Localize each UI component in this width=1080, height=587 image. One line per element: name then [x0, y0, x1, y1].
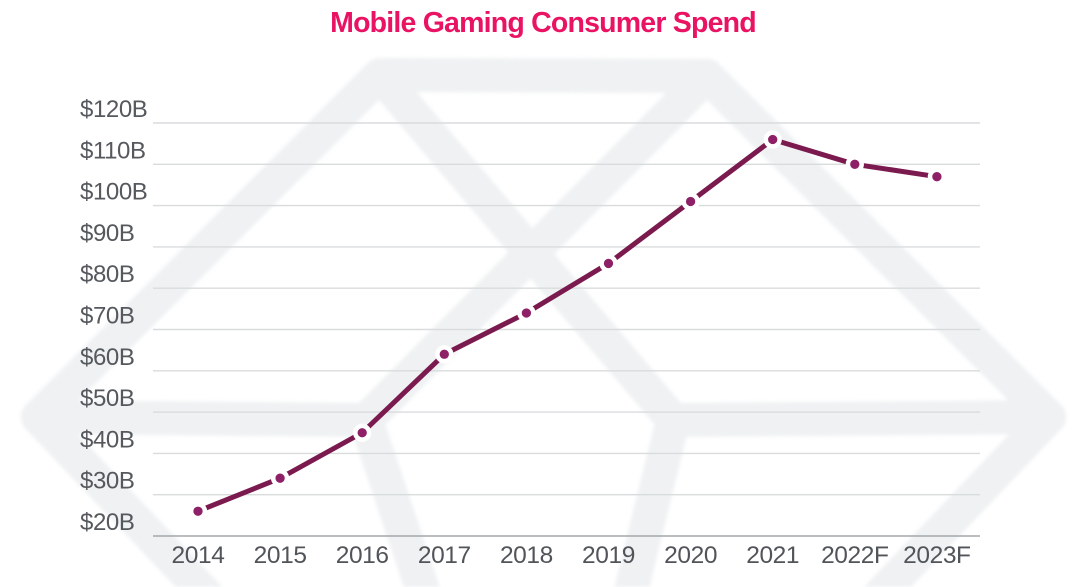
x-axis-label: 2015	[254, 542, 307, 569]
y-axis-label: $50B	[80, 385, 134, 412]
data-point-2022F[interactable]	[845, 155, 864, 174]
data-point-2018[interactable]	[517, 303, 536, 323]
y-axis-label: $80B	[80, 261, 134, 288]
x-axis-label: 2021	[746, 542, 799, 569]
data-point-2015[interactable]	[270, 469, 290, 488]
x-axis-label: 2017	[418, 542, 471, 569]
data-line	[197, 137, 938, 514]
x-axis-label: 2019	[582, 542, 635, 569]
data-point-2016[interactable]	[353, 423, 372, 442]
data-point-2021[interactable]	[763, 130, 782, 149]
y-axis-label: $110B	[80, 137, 146, 164]
x-axis-label: 2020	[664, 542, 717, 569]
data-point-2014[interactable]	[188, 502, 208, 521]
y-axis-label: $100B	[80, 179, 147, 206]
x-axis-label: 2023F	[903, 542, 970, 569]
x-axis-label: 2022F	[821, 542, 888, 569]
data-point-2017[interactable]	[435, 345, 454, 364]
y-axis-label: $20B	[80, 509, 134, 536]
y-axis-label: $90B	[80, 220, 134, 247]
y-axis-label: $120B	[80, 96, 147, 123]
data-point-2019[interactable]	[599, 254, 618, 273]
y-axis-label: $60B	[80, 344, 134, 371]
y-axis-label: $70B	[80, 303, 134, 330]
data-point-2023F[interactable]	[927, 167, 947, 186]
y-axis-label: $30B	[80, 468, 134, 495]
x-axis-label: 2018	[500, 542, 553, 569]
chart-title: Mobile Gaming Consumer Spend	[330, 7, 757, 39]
data-point-2020[interactable]	[681, 192, 700, 211]
x-axis-label: 2016	[336, 542, 389, 569]
x-axis-label: 2014	[172, 542, 225, 569]
y-axis-label: $40B	[80, 426, 134, 453]
